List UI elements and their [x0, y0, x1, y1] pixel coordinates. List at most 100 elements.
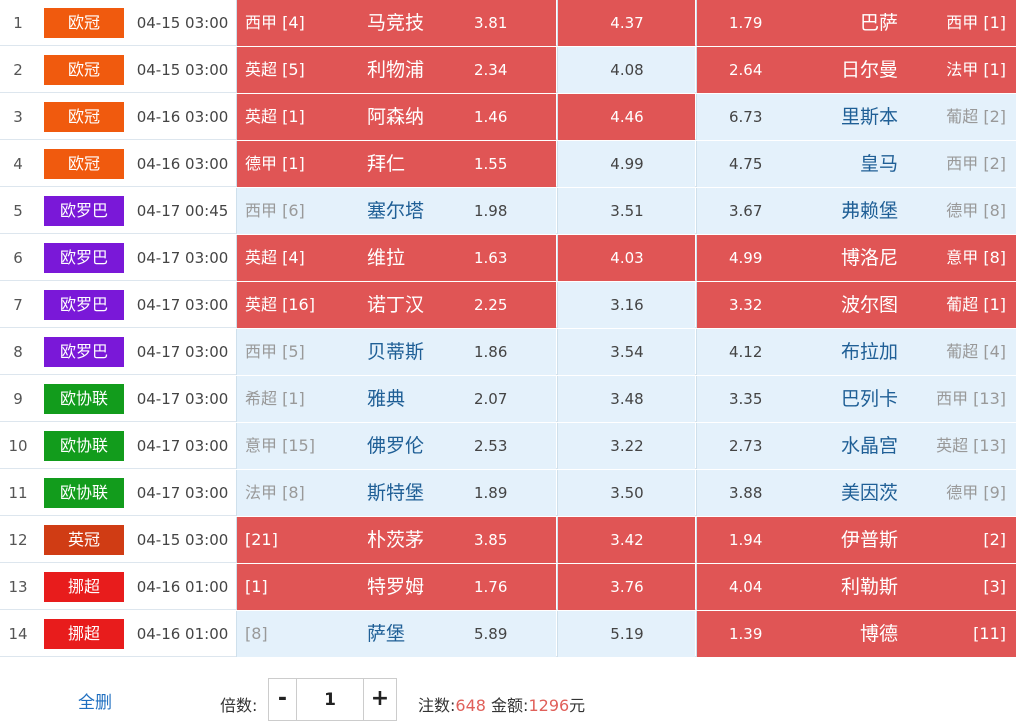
match-index: 4: [13, 155, 23, 173]
league-badge: 欧罗巴: [44, 290, 124, 320]
home-win-option[interactable]: 西甲 [5] 贝蒂斯 1.86: [236, 329, 556, 375]
home-odds: 1.63: [474, 249, 508, 267]
home-rank: 英超 [5]: [245, 60, 305, 79]
home-win-option[interactable]: 英超 [4] 维拉 1.63: [236, 235, 556, 281]
draw-odds: 3.42: [610, 531, 644, 549]
match-time: 04-15 03:00: [136, 14, 229, 32]
draw-option[interactable]: 4.03: [557, 235, 695, 281]
home-win-option[interactable]: 西甲 [6] 塞尔塔 1.98: [236, 188, 556, 234]
away-win-option[interactable]: 1.94 伊普斯 [2]: [696, 517, 1016, 563]
draw-option[interactable]: 3.51: [557, 188, 695, 234]
away-odds: 3.88: [729, 484, 763, 502]
league-badge: 英冠: [44, 525, 124, 555]
match-time: 04-15 03:00: [136, 531, 229, 549]
draw-option[interactable]: 3.48: [557, 376, 695, 422]
league-badge: 欧罗巴: [44, 243, 124, 273]
clear-all-button[interactable]: 全删: [78, 693, 112, 713]
bets-label: 注数:: [418, 696, 456, 715]
home-win-option[interactable]: 意甲 [15] 佛罗伦 2.53: [236, 423, 556, 469]
draw-option[interactable]: 4.08: [557, 47, 695, 93]
draw-odds: 4.46: [610, 108, 644, 126]
home-rank: 法甲 [8]: [245, 483, 305, 502]
match-row: 5 欧罗巴 04-17 00:45 西甲 [6] 塞尔塔 1.98 3.51 3.67 弗赖堡 德…: [0, 188, 1016, 234]
draw-option[interactable]: 5.19: [557, 611, 695, 657]
away-win-option[interactable]: 4.99 博洛尼 意甲 [8]: [696, 235, 1016, 281]
draw-option[interactable]: 4.37: [557, 0, 695, 46]
away-win-option[interactable]: 3.67 弗赖堡 德甲 [8]: [696, 188, 1016, 234]
home-team: 塞尔塔: [367, 200, 425, 222]
draw-option[interactable]: 3.76: [557, 564, 695, 610]
home-rank: [8]: [245, 624, 268, 643]
match-time: 04-17 03:00: [136, 484, 229, 502]
home-win-option[interactable]: 西甲 [4] 马竞技 3.81: [236, 0, 556, 46]
away-rank: 英超 [13]: [936, 436, 1006, 455]
match-row: 9 欧协联 04-17 03:00 希超 [1] 雅典 2.07 3.48 3.35 巴列卡 西甲…: [0, 376, 1016, 422]
match-time: 04-17 03:00: [136, 249, 229, 267]
match-row: 2 欧冠 04-15 03:00 英超 [5] 利物浦 2.34 4.08 2.64 日尔曼 法甲…: [0, 47, 1016, 93]
draw-option[interactable]: 3.22: [557, 423, 695, 469]
draw-option[interactable]: 3.42: [557, 517, 695, 563]
match-index: 7: [13, 296, 23, 314]
home-win-option[interactable]: 德甲 [1] 拜仁 1.55: [236, 141, 556, 187]
away-win-option[interactable]: 3.32 波尔图 葡超 [1]: [696, 282, 1016, 328]
match-index: 14: [8, 625, 28, 643]
match-time: 04-17 03:00: [136, 390, 229, 408]
away-win-option[interactable]: 3.88 美因茨 德甲 [9]: [696, 470, 1016, 516]
home-team: 贝蒂斯: [367, 341, 425, 363]
home-win-option[interactable]: [1] 特罗姆 1.76: [236, 564, 556, 610]
draw-odds: 5.19: [610, 625, 644, 643]
home-team: 佛罗伦: [367, 435, 425, 457]
home-win-option[interactable]: [8] 萨堡 5.89: [236, 611, 556, 657]
home-win-option[interactable]: [21] 朴茨茅 3.85: [236, 517, 556, 563]
away-win-option[interactable]: 4.04 利勒斯 [3]: [696, 564, 1016, 610]
draw-option[interactable]: 3.54: [557, 329, 695, 375]
away-team: 里斯本: [840, 106, 898, 128]
draw-odds: 4.37: [610, 14, 644, 32]
home-win-option[interactable]: 英超 [16] 诺丁汉 2.25: [236, 282, 556, 328]
away-odds: 3.35: [729, 390, 763, 408]
away-win-option[interactable]: 4.12 布拉加 葡超 [4]: [696, 329, 1016, 375]
home-team: 斯特堡: [367, 482, 425, 504]
away-odds: 3.67: [729, 202, 763, 220]
draw-option[interactable]: 3.50: [557, 470, 695, 516]
match-row: 6 欧罗巴 04-17 03:00 英超 [4] 维拉 1.63 4.03 4.99 博洛尼 意甲…: [0, 235, 1016, 281]
away-win-option[interactable]: 4.75 皇马 西甲 [2]: [696, 141, 1016, 187]
home-odds: 2.07: [474, 390, 508, 408]
draw-option[interactable]: 4.99: [557, 141, 695, 187]
league-badge: 欧罗巴: [44, 196, 124, 226]
match-row: 13 挪超 04-16 01:00 [1] 特罗姆 1.76 3.76 4.04 利勒斯 [3]: [0, 564, 1016, 610]
home-team: 拜仁: [367, 153, 406, 175]
home-win-option[interactable]: 英超 [1] 阿森纳 1.46: [236, 94, 556, 140]
away-team: 布拉加: [840, 341, 898, 363]
away-team: 博德: [859, 623, 898, 645]
match-row: 3 欧冠 04-16 03:00 英超 [1] 阿森纳 1.46 4.46 6.73 里斯本 葡超…: [0, 94, 1016, 140]
away-win-option[interactable]: 2.64 日尔曼 法甲 [1]: [696, 47, 1016, 93]
home-odds: 2.25: [474, 296, 508, 314]
home-odds: 3.85: [474, 531, 508, 549]
away-win-option[interactable]: 2.73 水晶宫 英超 [13]: [696, 423, 1016, 469]
draw-option[interactable]: 3.16: [557, 282, 695, 328]
multiplier-plus-button[interactable]: +: [363, 678, 397, 721]
home-rank: 英超 [16]: [245, 295, 315, 314]
away-win-option[interactable]: 6.73 里斯本 葡超 [2]: [696, 94, 1016, 140]
away-win-option[interactable]: 1.79 巴萨 西甲 [1]: [696, 0, 1016, 46]
away-win-option[interactable]: 3.35 巴列卡 西甲 [13]: [696, 376, 1016, 422]
away-rank: 西甲 [13]: [936, 389, 1006, 408]
home-win-option[interactable]: 希超 [1] 雅典 2.07: [236, 376, 556, 422]
away-team: 水晶宫: [840, 435, 898, 457]
match-time: 04-16 01:00: [136, 578, 229, 596]
away-team: 弗赖堡: [840, 200, 898, 222]
draw-option[interactable]: 4.46: [557, 94, 695, 140]
away-rank: 西甲 [1]: [946, 13, 1006, 32]
home-win-option[interactable]: 英超 [5] 利物浦 2.34: [236, 47, 556, 93]
away-odds: 1.39: [729, 625, 763, 643]
league-badge: 欧冠: [44, 55, 124, 85]
multiplier-minus-button[interactable]: -: [268, 678, 297, 721]
away-odds: 6.73: [729, 108, 763, 126]
home-win-option[interactable]: 法甲 [8] 斯特堡 1.89: [236, 470, 556, 516]
away-odds: 1.94: [729, 531, 763, 549]
match-time: 04-16 01:00: [136, 625, 229, 643]
draw-odds: 3.16: [610, 296, 644, 314]
multiplier-input[interactable]: [296, 678, 364, 721]
away-win-option[interactable]: 1.39 博德 [11]: [696, 611, 1016, 657]
